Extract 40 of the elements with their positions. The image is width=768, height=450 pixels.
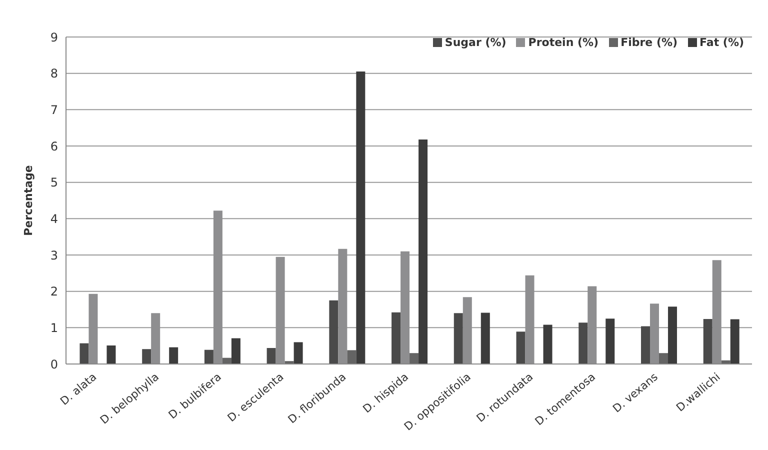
bar	[454, 313, 463, 364]
bar	[410, 353, 419, 364]
bar	[329, 300, 338, 364]
bar	[204, 350, 214, 364]
bar	[418, 139, 428, 364]
y-tick-label: 5	[50, 176, 58, 190]
bar	[266, 348, 276, 364]
bar	[658, 353, 668, 364]
bar	[640, 326, 650, 364]
bar	[606, 318, 615, 364]
y-tick-label: 7	[50, 102, 58, 117]
bar	[516, 332, 526, 364]
bar	[231, 338, 240, 364]
bar	[578, 322, 588, 364]
bar	[347, 350, 356, 364]
bar	[106, 345, 116, 364]
legend-label: Sugar (%)	[444, 36, 506, 49]
bar	[356, 72, 366, 364]
bar	[730, 319, 740, 364]
bar	[142, 349, 152, 364]
legend-label: Protein (%)	[527, 36, 599, 49]
bar	[169, 347, 178, 364]
y-axis-title: Percentage	[22, 165, 35, 236]
y-tick-label: 0	[50, 357, 58, 372]
y-tick-label: 3	[50, 248, 58, 262]
bar	[543, 324, 552, 364]
y-tick-label: 4	[50, 212, 58, 226]
y-tick-label: 6	[50, 139, 58, 154]
bar	[294, 342, 303, 364]
y-tick-label: 9	[50, 30, 58, 44]
y-tick-label: 8	[50, 66, 58, 81]
bar	[703, 318, 712, 364]
legend-label: Fat (%)	[698, 36, 744, 49]
y-tick-label: 2	[50, 284, 58, 299]
legend-label: Fibre (%)	[620, 36, 678, 49]
bar	[480, 312, 490, 364]
y-tick-label: 1	[50, 320, 58, 335]
bar	[80, 343, 89, 364]
bar	[392, 312, 401, 364]
bar	[668, 306, 677, 364]
